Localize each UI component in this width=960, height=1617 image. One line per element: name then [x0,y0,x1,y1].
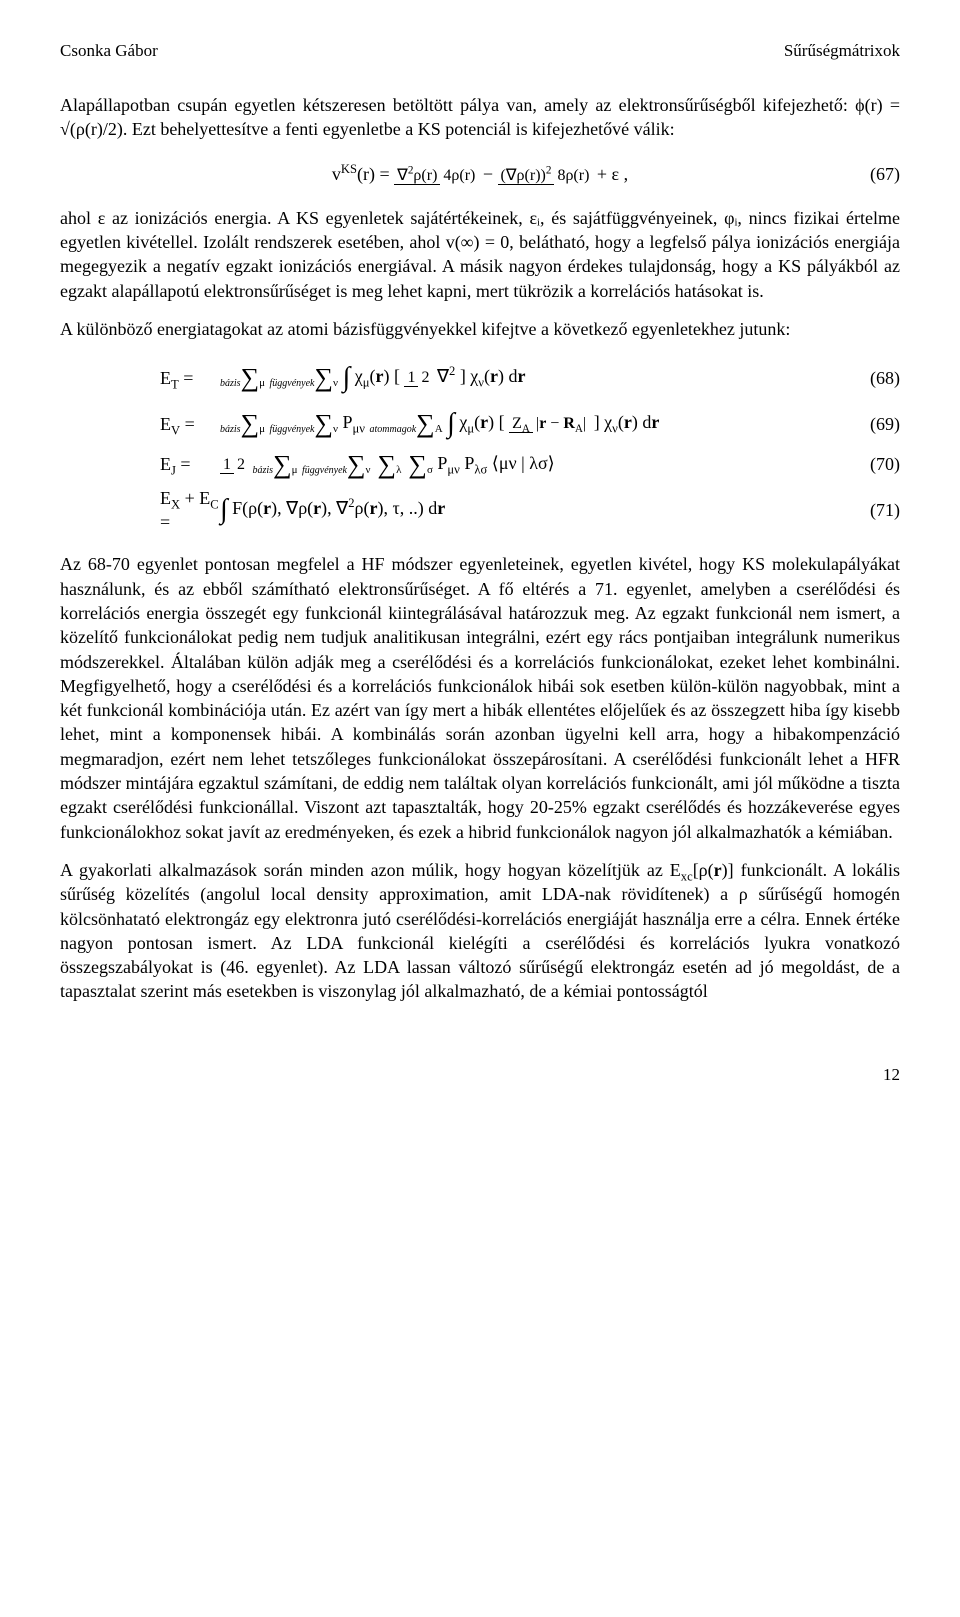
page-number: 12 [60,1064,900,1087]
equation-70: EJ = 12 bázis∑μ függvények∑ν ∑λ ∑σ Pμν P… [60,451,900,478]
equation-71: EX + EC = ∫ F(ρ(r), ∇ρ(r), ∇2ρ(r), τ, ..… [60,486,900,535]
eq71-body: ∫ F(ρ(r), ∇ρ(r), ∇2ρ(r), τ, ..) dr [220,491,840,529]
intro-paragraph: Alapállapotban csupán egyetlen kétszeres… [60,93,900,142]
page-header: Csonka Gábor Sűrűségmátrixok [60,40,900,63]
equation-69: EV = bázis∑μ függvények∑ν Pμν atommagok∑… [60,405,900,443]
eq68-number: (68) [840,366,900,390]
eq69-number: (69) [840,412,900,436]
last-paragraph: A gyakorlati alkalmazások során minden a… [60,858,900,1004]
eq71-number: (71) [840,498,900,522]
eq70-number: (70) [840,452,900,476]
header-author: Csonka Gábor [60,40,158,63]
long-paragraph: Az 68-70 egyenlet pontosan megfelel a HF… [60,552,900,844]
after-eq67-paragraph: ahol ε az ionizációs energia. A KS egyen… [60,206,900,303]
eq68-body: bázis∑μ függvények∑ν ∫ χμ(r) [ 12 ∇2 ] χ… [220,359,840,397]
eq69-body: bázis∑μ függvények∑ν Pμν atommagok∑A ∫ χ… [220,405,840,443]
eq68-label: ET = [60,366,220,390]
equation-67: vKS(r) = ∇2ρ(r)4ρ(r) − (∇ρ(r))28ρ(r) + ε… [60,162,900,186]
header-title: Sűrűségmátrixok [784,40,900,63]
pre-equations-paragraph: A különböző energiatagokat az atomi bázi… [60,317,900,341]
eq69-label: EV = [60,412,220,436]
equation-68: ET = bázis∑μ függvények∑ν ∫ χμ(r) [ 12 ∇… [60,359,900,397]
eq71-label: EX + EC = [60,486,220,535]
eq67-formula: vKS(r) = ∇2ρ(r)4ρ(r) − (∇ρ(r))28ρ(r) + ε… [120,162,840,186]
eq70-body: 12 bázis∑μ függvények∑ν ∑λ ∑σ Pμν Pλσ ⟨μ… [220,451,840,478]
eq67-number: (67) [840,162,900,186]
equation-list: ET = bázis∑μ függvények∑ν ∫ χμ(r) [ 12 ∇… [60,359,900,534]
eq70-label: EJ = [60,452,220,476]
